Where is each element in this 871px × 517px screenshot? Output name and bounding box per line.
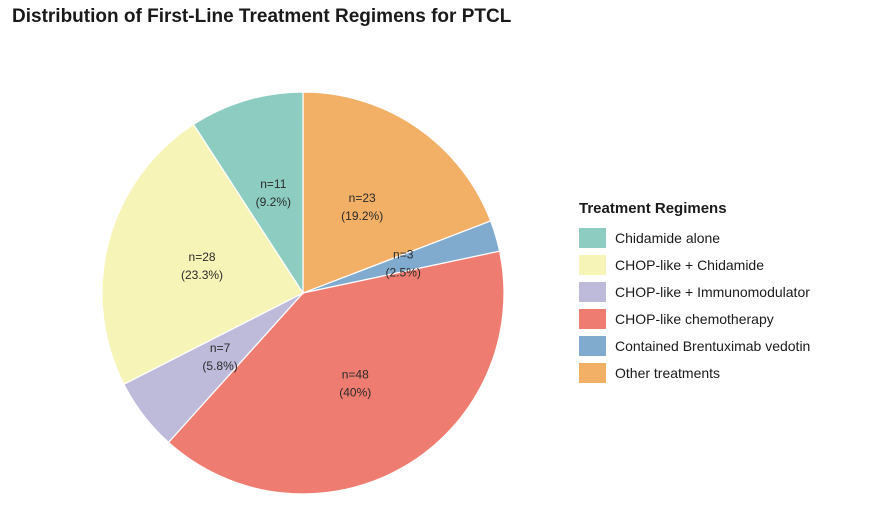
pie-slice-chop-like-chemotherapy: [167, 250, 505, 495]
legend: Treatment Regimens Chidamide alone CHOP-l…: [579, 200, 810, 386]
legend-label-chop-like-immunomodulator: CHOP-like + Immunomodulator: [615, 283, 810, 300]
legend-swatch-chidamide-alone: [579, 227, 606, 248]
slice-count-label-other-treatments: n=23: [349, 191, 376, 205]
pie-slice-chop-like-chidamide: [101, 123, 304, 386]
pie-slice-chidamide-alone: [192, 91, 304, 296]
legend-swatch-chop-like-chidamide: [579, 254, 606, 275]
legend-swatch-contained-brentuximab-vedotin: [579, 335, 606, 356]
pie-slices: [101, 91, 505, 495]
legend-item-other-treatments: Other treatments: [579, 359, 810, 386]
slice-percent-label-chop-like-chemotherapy: (40%): [339, 386, 371, 400]
legend-label-chop-like-chemotherapy: CHOP-like chemotherapy: [615, 310, 774, 327]
slice-percent-label-contained-brentuximab-vedotin: (2.5%): [386, 265, 421, 279]
slice-count-label-chop-like-immunomodulator: n=7: [210, 341, 231, 355]
legend-label-chop-like-chidamide: CHOP-like + Chidamide: [615, 256, 764, 273]
legend-item-chop-like-immunomodulator: CHOP-like + Immunomodulator: [579, 278, 810, 305]
legend-label-chidamide-alone: Chidamide alone: [615, 229, 721, 246]
slice-count-label-chop-like-chidamide: n=28: [189, 250, 216, 264]
slice-count-label-chop-like-chemotherapy: n=48: [342, 368, 369, 382]
pie-slice-other-treatments: [302, 91, 492, 294]
legend-title: Treatment Regimens: [579, 200, 727, 217]
legend-item-contained-brentuximab-vedotin: Contained Brentuximab vedotin: [579, 332, 810, 359]
slice-percent-label-other-treatments: (19.2%): [341, 209, 383, 223]
chart-title: Distribution of First-Line Treatment Reg…: [12, 6, 512, 27]
slice-percent-label-chop-like-chidamide: (23.3%): [181, 268, 223, 282]
legend-item-chop-like-chidamide: CHOP-like + Chidamide: [579, 251, 810, 278]
slice-percent-label-chidamide-alone: (9.2%): [256, 195, 291, 209]
legend-items: Chidamide alone CHOP-like + Chidamide CHOP…: [579, 224, 810, 386]
slice-count-label-chidamide-alone: n=11: [260, 177, 286, 191]
legend-item-chop-like-chemotherapy: CHOP-like chemotherapy: [579, 305, 810, 332]
legend-label-contained-brentuximab-vedotin: Contained Brentuximab vedotin: [615, 337, 811, 354]
pie-labels: n=23 (19.2%) n=3 (2.5%) n=48 (40%) n=7 (5.8%) n=…: [181, 177, 421, 400]
pie-chart: n=23 (19.2%) n=3 (2.5%) n=48 (40%) n=7 (5.8%) n=…: [101, 91, 505, 495]
legend-label-other-treatments: Other treatments: [615, 364, 721, 381]
legend-swatch-chop-like-immunomodulator: [579, 281, 606, 302]
slice-count-label-contained-brentuximab-vedotin: n=3: [393, 247, 414, 261]
legend-swatch-other-treatments: [579, 362, 606, 383]
slice-percent-label-chop-like-immunomodulator: (5.8%): [202, 359, 237, 373]
legend-swatch-chop-like-chemotherapy: [579, 308, 606, 329]
legend-item-chidamide-alone: Chidamide alone: [579, 224, 810, 251]
